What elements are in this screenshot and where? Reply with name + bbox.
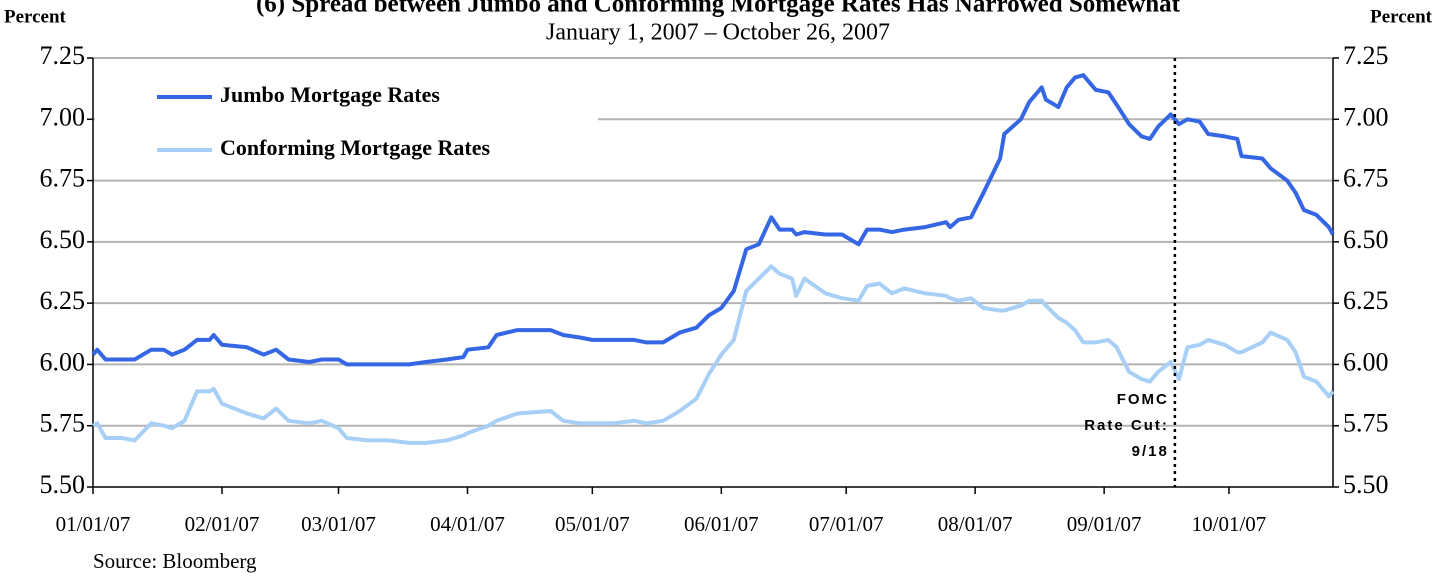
y2-tick-label: 6.75 xyxy=(1343,164,1389,193)
x-tick-label: 07/01/07 xyxy=(809,512,884,536)
legend-background xyxy=(95,75,598,175)
x-tick-label: 10/01/07 xyxy=(1192,512,1267,536)
annotation-text: Rate Cut: xyxy=(1084,417,1169,434)
y-tick-label: 7.00 xyxy=(40,102,86,131)
chart-subtitle: January 1, 2007 – October 26, 2007 xyxy=(546,20,890,46)
y2-tick-label: 6.25 xyxy=(1343,286,1389,315)
y-tick-label: 5.50 xyxy=(40,470,86,499)
y2-tick-label: 6.00 xyxy=(1343,347,1389,376)
y2-tick-label: 5.50 xyxy=(1343,470,1389,499)
x-tick-label: 04/01/07 xyxy=(430,512,505,536)
x-tick-label: 02/01/07 xyxy=(185,512,260,536)
chart-title: (6) Spread between Jumbo and Conforming … xyxy=(256,0,1181,18)
y-tick-label: 6.50 xyxy=(40,225,86,254)
x-tick-label: 01/01/07 xyxy=(56,512,131,536)
y2-tick-label: 7.25 xyxy=(1343,41,1389,70)
legend-label: Jumbo Mortgage Rates xyxy=(220,82,440,107)
y2-tick-label: 5.75 xyxy=(1343,409,1389,438)
series-line xyxy=(91,73,1335,367)
y-tick-label: 6.75 xyxy=(40,164,86,193)
series-line xyxy=(92,264,1335,445)
y-tick-label: 6.25 xyxy=(40,286,86,315)
x-tick-label: 03/01/07 xyxy=(301,512,376,536)
legend-label: Conforming Mortgage Rates xyxy=(220,135,490,160)
x-tick-label: 09/01/07 xyxy=(1067,512,1142,536)
x-tick-label: 05/01/07 xyxy=(555,512,630,536)
y2-axis-title: Percent xyxy=(1370,6,1433,27)
y-axis-title: Percent xyxy=(4,6,67,27)
annotation-text: FOMC xyxy=(1117,391,1169,408)
y-tick-label: 5.75 xyxy=(40,409,86,438)
x-tick-label: 06/01/07 xyxy=(684,512,759,536)
y2-tick-label: 7.00 xyxy=(1343,102,1389,131)
annotation-text: 9/18 xyxy=(1132,443,1169,460)
source-note: Source: Bloomberg xyxy=(93,549,257,573)
y2-tick-label: 6.50 xyxy=(1343,225,1389,254)
x-tick-label: 08/01/07 xyxy=(938,512,1013,536)
y-tick-label: 7.25 xyxy=(40,41,86,70)
y-tick-label: 6.00 xyxy=(40,347,86,376)
